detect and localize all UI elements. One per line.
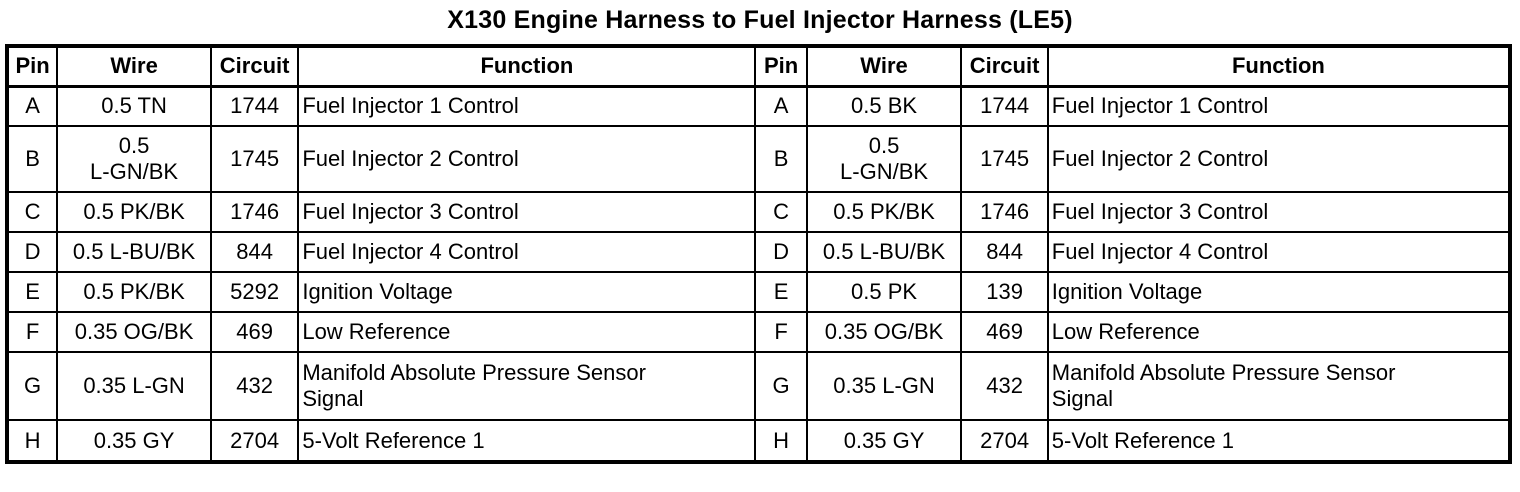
pin-cell-right: D	[754, 231, 808, 273]
pinout-table: Pin Wire Circuit Function Pin Wire Circu…	[5, 44, 1512, 464]
function-cell-left: Manifold Absolute Pressure Sensor Signal	[297, 351, 757, 421]
table-row: G 0.35 L-GN 432 Manifold Absolute Pressu…	[5, 351, 1512, 421]
header-pin-left: Pin	[5, 45, 59, 88]
function-cell-left: Ignition Voltage	[297, 271, 757, 313]
pin-cell-right: F	[754, 311, 808, 353]
circuit-cell-right: 469	[960, 311, 1049, 353]
page-title: X130 Engine Harness to Fuel Injector Har…	[447, 6, 1073, 34]
pin-cell-right: H	[754, 419, 808, 463]
wire-cell-left: 0.5 L-GN/BK	[56, 125, 212, 193]
pin-cell-right: C	[754, 191, 808, 233]
wire-cell-left: 0.5 TN	[56, 85, 212, 127]
pin-cell-left: C	[5, 191, 59, 233]
table-row: E 0.5 PK/BK 5292 Ignition Voltage E 0.5 …	[5, 271, 1512, 313]
pin-cell-right: G	[754, 351, 808, 421]
circuit-cell-left: 1745	[209, 125, 300, 193]
function-cell-right: 5-Volt Reference 1	[1046, 419, 1512, 463]
wire-cell-left: 0.35 OG/BK	[56, 311, 212, 353]
pin-cell-right: E	[754, 271, 808, 313]
pin-cell-left: H	[5, 419, 59, 463]
circuit-cell-right: 2704	[960, 419, 1049, 463]
function-cell-left: Fuel Injector 3 Control	[297, 191, 757, 233]
header-row: Pin Wire Circuit Function Pin Wire Circu…	[5, 45, 1512, 88]
pin-cell-left: B	[5, 125, 59, 193]
function-cell-right: Fuel Injector 1 Control	[1046, 85, 1512, 127]
pin-cell-left: A	[5, 85, 59, 127]
function-cell-left: 5-Volt Reference 1	[297, 419, 757, 463]
pin-cell-left: E	[5, 271, 59, 313]
circuit-cell-left: 2704	[209, 419, 300, 463]
wire-cell-right: 0.35 OG/BK	[805, 311, 963, 353]
table-row: H 0.35 GY 2704 5-Volt Reference 1 H 0.35…	[5, 419, 1512, 463]
table-row: D 0.5 L-BU/BK 844 Fuel Injector 4 Contro…	[5, 231, 1512, 273]
header-function-left: Function	[297, 45, 757, 88]
circuit-cell-right: 139	[960, 271, 1049, 313]
wire-cell-right: 0.5 L-BU/BK	[805, 231, 963, 273]
wire-cell-left: 0.5 PK/BK	[56, 191, 212, 233]
pin-cell-right: B	[754, 125, 808, 193]
function-cell-left: Low Reference	[297, 311, 757, 353]
circuit-cell-right: 1746	[960, 191, 1049, 233]
table-row: F 0.35 OG/BK 469 Low Reference F 0.35 OG…	[5, 311, 1512, 353]
circuit-cell-left: 1746	[209, 191, 300, 233]
pin-cell-left: D	[5, 231, 59, 273]
circuit-cell-right: 432	[960, 351, 1049, 421]
wire-cell-right: 0.5 PK	[805, 271, 963, 313]
circuit-cell-left: 432	[209, 351, 300, 421]
header-wire-right: Wire	[805, 45, 963, 88]
pin-cell-left: G	[5, 351, 59, 421]
table-row: A 0.5 TN 1744 Fuel Injector 1 Control A …	[5, 85, 1512, 127]
circuit-cell-left: 844	[209, 231, 300, 273]
wire-cell-right: 0.5 PK/BK	[805, 191, 963, 233]
circuit-cell-left: 469	[209, 311, 300, 353]
function-cell-right: Fuel Injector 2 Control	[1046, 125, 1512, 193]
wire-cell-right: 0.5 L-GN/BK	[805, 125, 963, 193]
wire-cell-left: 0.35 L-GN	[56, 351, 212, 421]
function-cell-right: Fuel Injector 3 Control	[1046, 191, 1512, 233]
function-cell-right: Ignition Voltage	[1046, 271, 1512, 313]
header-pin-right: Pin	[754, 45, 808, 88]
circuit-cell-right: 1745	[960, 125, 1049, 193]
table-row: B 0.5 L-GN/BK 1745 Fuel Injector 2 Contr…	[5, 125, 1512, 193]
function-cell-right: Manifold Absolute Pressure Sensor Signal	[1046, 351, 1512, 421]
header-function-right: Function	[1046, 45, 1512, 88]
function-cell-left: Fuel Injector 1 Control	[297, 85, 757, 127]
header-wire-left: Wire	[56, 45, 212, 88]
header-circuit-left: Circuit	[209, 45, 300, 88]
wire-cell-right: 0.5 BK	[805, 85, 963, 127]
pin-cell-left: F	[5, 311, 59, 353]
table-row: C 0.5 PK/BK 1746 Fuel Injector 3 Control…	[5, 191, 1512, 233]
wire-cell-left: 0.5 L-BU/BK	[56, 231, 212, 273]
wire-cell-left: 0.5 PK/BK	[56, 271, 212, 313]
function-cell-right: Low Reference	[1046, 311, 1512, 353]
circuit-cell-right: 844	[960, 231, 1049, 273]
function-cell-left: Fuel Injector 2 Control	[297, 125, 757, 193]
pin-cell-right: A	[754, 85, 808, 127]
circuit-cell-left: 1744	[209, 85, 300, 127]
circuit-cell-left: 5292	[209, 271, 300, 313]
circuit-cell-right: 1744	[960, 85, 1049, 127]
header-circuit-right: Circuit	[960, 45, 1049, 88]
wire-cell-right: 0.35 L-GN	[805, 351, 963, 421]
function-cell-left: Fuel Injector 4 Control	[297, 231, 757, 273]
wire-cell-left: 0.35 GY	[56, 419, 212, 463]
wire-cell-right: 0.35 GY	[805, 419, 963, 463]
function-cell-right: Fuel Injector 4 Control	[1046, 231, 1512, 273]
